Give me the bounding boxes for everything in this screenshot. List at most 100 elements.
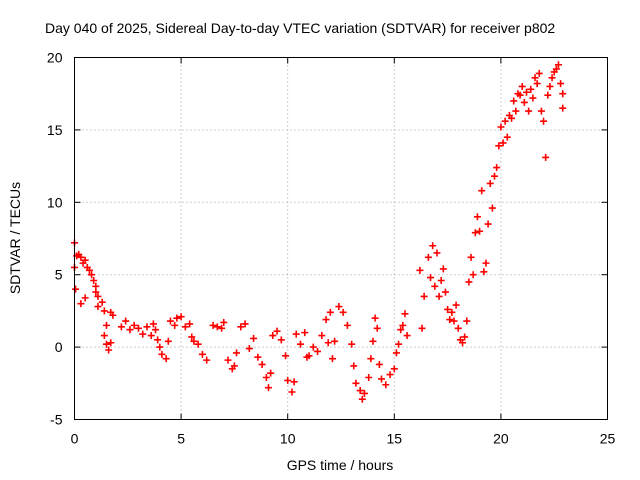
y-tick-label: 20 [47,50,63,66]
data-point [301,329,309,337]
data-point [352,379,360,387]
data-point [290,378,298,386]
data-point [516,91,524,99]
x-tick-label: 20 [493,431,509,447]
data-point [403,332,411,340]
data-point [399,321,407,329]
data-point [467,253,475,261]
data-point [158,350,166,358]
data-point [94,292,102,300]
data-point [501,117,509,125]
data-point [305,352,313,360]
y-tick-label: 15 [47,122,63,138]
data-point [348,340,356,348]
data-point [339,308,347,316]
data-point [292,330,300,338]
data-point [429,242,437,250]
data-point [465,278,473,286]
data-point [522,88,530,96]
data-point [282,352,290,360]
y-tick-label: 5 [55,267,63,283]
data-point [188,333,196,341]
y-axis-label: SDTVAR / TECUs [7,182,23,294]
data-point [471,229,479,237]
data-point [262,374,270,382]
data-point [273,327,281,335]
data-point [92,288,100,296]
data-point [218,324,226,332]
data-point [117,323,125,331]
data-point [122,317,130,325]
x-axis-ticks: 0 5 10 15 20 25 [71,57,615,447]
data-point [482,259,490,267]
data-point [382,381,390,389]
data-point [533,80,541,88]
y-tick-label: -5 [50,412,63,428]
x-tick-label: 10 [280,431,296,447]
data-point [81,256,89,264]
data-point [94,303,102,311]
data-point [491,172,499,180]
data-point [181,323,189,331]
data-point [473,213,481,221]
data-point [527,85,535,93]
data-point [542,153,550,161]
data-point [258,360,266,368]
data-point [186,320,194,328]
plot-frame [74,57,608,420]
data-point [365,374,373,382]
data-point [209,321,217,329]
data-point [213,323,221,331]
data-point [230,362,238,370]
data-point [497,123,505,131]
data-point [493,164,501,172]
data-point [525,107,533,115]
data-point [480,268,488,276]
data-point [478,187,486,195]
data-point [495,142,503,150]
y-tick-label: 0 [55,339,63,355]
data-point [269,332,277,340]
data-point [459,339,467,347]
data-point [265,384,273,392]
data-point [284,376,292,384]
data-point [484,220,492,228]
data-point [427,274,435,282]
data-point [81,294,89,302]
data-point [171,321,179,329]
grid [74,57,608,420]
data-point [548,74,556,82]
data-point [156,343,164,351]
data-point [461,333,469,341]
data-point [433,249,441,257]
data-point [147,332,155,340]
data-point [431,282,439,290]
data-point [369,337,377,345]
data-point [309,343,317,351]
data-point [552,65,560,73]
data-point [331,337,339,345]
data-point [77,253,85,261]
data-point [503,133,511,141]
data-point [424,253,432,261]
data-point [77,300,85,308]
data-point [88,271,96,279]
x-tick-label: 5 [177,431,185,447]
data-point [439,265,447,273]
data-point [324,339,332,347]
data-point [100,307,108,315]
data-point [416,266,424,274]
data-point [322,316,330,324]
data-point [392,349,400,357]
data-point [554,61,562,69]
data-point [540,117,548,125]
data-point [529,94,537,102]
data-point [454,324,462,332]
data-point [109,311,117,319]
data-point [531,74,539,82]
chart-title: Day 040 of 2025, Sidereal Day-to-day VTE… [45,20,555,36]
data-point [105,346,113,354]
data-point [397,326,405,334]
data-point [395,340,403,348]
data-point [450,317,458,325]
